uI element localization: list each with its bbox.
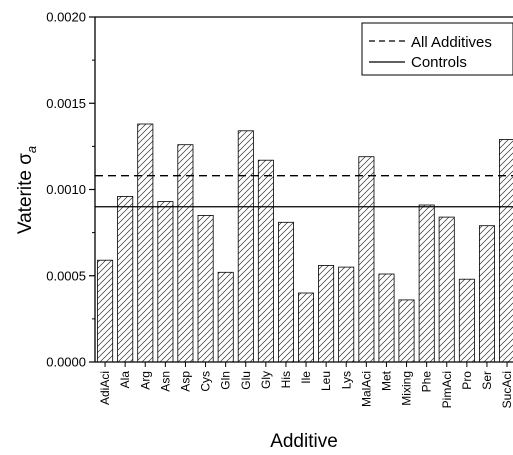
y-tick-label: 0.0000 — [46, 355, 86, 370]
bar-met — [378, 273, 395, 363]
bar-gly — [257, 159, 274, 363]
x-tick-label-sucaci: SucAci — [500, 371, 513, 408]
bar-pro — [458, 278, 475, 363]
bar-pimaci — [438, 216, 455, 363]
legend: All Additives Controls — [361, 22, 513, 76]
y-tick-label: 0.0010 — [46, 182, 86, 197]
bar-arg — [137, 123, 154, 363]
x-tick-label-glu: Glu — [239, 371, 253, 390]
x-tick-label-ile: Ile — [299, 371, 313, 384]
x-tick-label-met: Met — [379, 370, 393, 391]
x-tick-label-gly: Gly — [259, 371, 273, 389]
legend-label-controls: Controls — [411, 54, 467, 71]
x-tick-label-asp: Asp — [178, 371, 192, 392]
x-axis-title: Additive — [270, 431, 338, 452]
x-tick-label-gln: Gln — [219, 371, 233, 390]
x-tick-label-malaci: MalAci — [359, 371, 373, 407]
x-tick-label-ala: Ala — [118, 371, 132, 389]
x-tick-label-asn: Asn — [158, 371, 172, 392]
bar-ser — [478, 225, 495, 363]
bar-adiaci — [97, 259, 114, 363]
bar-mixing — [398, 299, 415, 363]
x-tick-label-arg: Arg — [138, 371, 152, 390]
x-tick-label-adiaci: AdiAci — [98, 371, 112, 405]
bar-glu — [237, 130, 254, 363]
x-tick-label-cys: Cys — [199, 371, 213, 392]
bar-his — [277, 221, 294, 363]
x-tick-label-his: His — [279, 371, 293, 388]
bar-ile — [297, 292, 314, 363]
bar-leu — [318, 264, 335, 363]
x-tick-labels: AdiAci Ala Arg Asn Asp Cys Gln Glu Gly His Ile Leu L… — [98, 362, 513, 408]
bar-sucaci — [498, 139, 513, 363]
bar-asn — [157, 201, 174, 363]
bar-phe — [418, 204, 435, 363]
reference-lines — [95, 175, 513, 208]
y-tick-label: 0.0020 — [46, 10, 86, 25]
x-tick-label-mixing: Mixing — [400, 371, 414, 406]
x-tick-label-lys: Lys — [339, 371, 353, 389]
bar-malaci — [358, 156, 375, 363]
bar-gln — [217, 271, 234, 363]
y-ticks: 0.0000 0.0005 0.0010 0.0015 0.0020 — [46, 10, 95, 370]
bar-cys — [197, 214, 214, 363]
bar-asp — [177, 144, 194, 363]
bars-group — [97, 123, 513, 363]
y-axis-title-main: Vaterite σ — [15, 153, 36, 234]
x-tick-label-pro: Pro — [460, 371, 474, 390]
y-axis-title-subscript: a — [24, 146, 39, 153]
y-tick-label: 0.0005 — [46, 268, 86, 283]
x-tick-label-pimaci: PimAci — [440, 371, 454, 408]
y-axis-title: Vaterite σa — [15, 146, 39, 234]
x-tick-label-ser: Ser — [480, 371, 494, 390]
x-tick-label-phe: Phe — [420, 371, 434, 393]
x-tick-label-leu: Leu — [319, 371, 333, 391]
bar-ala — [117, 195, 134, 363]
legend-box — [361, 22, 513, 76]
y-tick-label: 0.0015 — [46, 96, 86, 111]
legend-label-all-additives: All Additives — [411, 34, 492, 51]
bar-lys — [338, 266, 355, 363]
